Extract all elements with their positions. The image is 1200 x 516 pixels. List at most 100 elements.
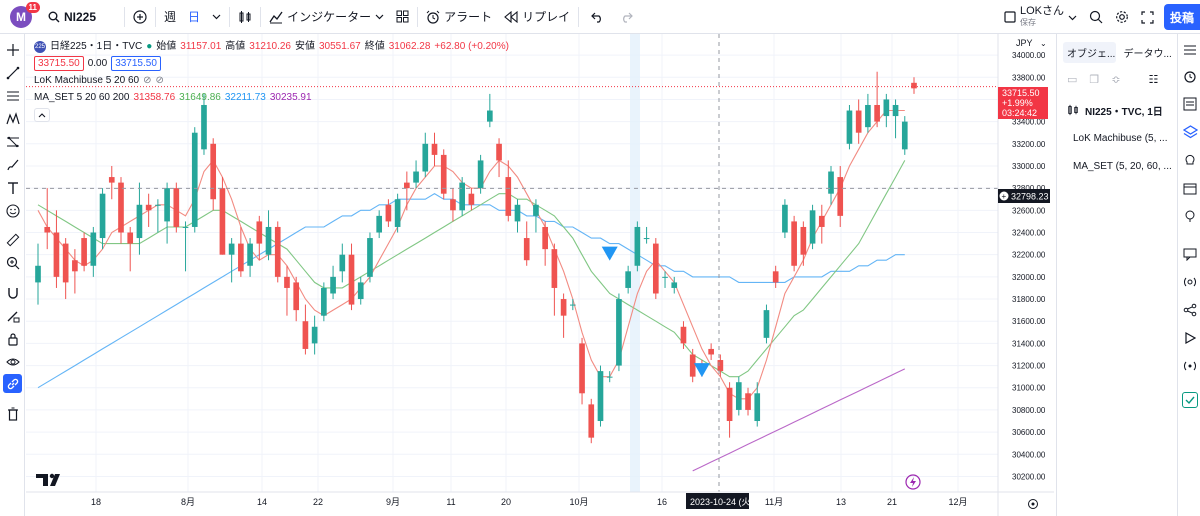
fullscreen-button[interactable] bbox=[1135, 0, 1160, 34]
tradingview-logo[interactable] bbox=[36, 473, 60, 486]
ideas-button[interactable] bbox=[1182, 152, 1198, 168]
forecast-tool[interactable] bbox=[3, 132, 22, 151]
indicator-legend-maset[interactable]: MA_SET 5 20 60 200 31358.76 31649.86 322… bbox=[34, 89, 509, 106]
interval-dropdown[interactable] bbox=[206, 0, 227, 34]
folder-icon[interactable]: ▭ bbox=[1067, 74, 1078, 86]
indicator-legend-lok[interactable]: LoK Machibuse 5 20 60 ⊘ ⊘ bbox=[34, 72, 509, 89]
chevron-down-icon[interactable]: ⌄ bbox=[1040, 39, 1047, 48]
avatar[interactable]: M 11 bbox=[10, 1, 40, 28]
interval-day-button[interactable]: 日 bbox=[182, 0, 206, 34]
magnet-tool[interactable] bbox=[3, 283, 22, 302]
chart-type-button[interactable] bbox=[232, 0, 258, 34]
candle-body bbox=[81, 238, 87, 266]
candle bbox=[782, 199, 788, 239]
price-chart[interactable]: JPY ⌄ 34000.0033800.0033600.0033400.0033… bbox=[26, 34, 1054, 516]
brush-tool[interactable] bbox=[3, 155, 22, 174]
remove-drawings-tool[interactable] bbox=[3, 404, 22, 423]
candle-body bbox=[652, 243, 659, 294]
undo-button[interactable] bbox=[581, 0, 614, 34]
candle-body bbox=[182, 226, 189, 228]
sync-drawings-tool[interactable] bbox=[3, 374, 22, 393]
candle-body bbox=[265, 226, 272, 255]
candle bbox=[90, 226, 97, 277]
candle-body bbox=[108, 177, 115, 183]
candle-body bbox=[62, 243, 69, 283]
watchlist-button[interactable] bbox=[1182, 42, 1198, 58]
emoji-tool[interactable] bbox=[3, 201, 22, 220]
text-tool[interactable] bbox=[3, 178, 22, 197]
settings-gear-axis[interactable] bbox=[1028, 499, 1038, 509]
chart-area[interactable]: 225 日経225・1日・TVC ● 始値 31157.01 高値 31210.26… bbox=[26, 34, 1054, 516]
quick-search-button[interactable] bbox=[1083, 0, 1109, 34]
crosshair-tool[interactable] bbox=[3, 40, 22, 59]
time-axis-ticks[interactable]: 18 8月 14 22 9月 11 20 10月 16 11月 13 21 12月 bbox=[91, 497, 968, 507]
alert-button[interactable]: アラート bbox=[420, 0, 498, 34]
signals-button[interactable] bbox=[1182, 358, 1198, 374]
compare-symbol-button[interactable] bbox=[127, 0, 153, 34]
interval-week-button[interactable]: 週 bbox=[158, 0, 182, 34]
candle-body bbox=[219, 188, 226, 255]
candle bbox=[901, 116, 908, 155]
tab-objects[interactable]: オブジェ... bbox=[1063, 42, 1116, 63]
layout-select[interactable]: LOKさん 保存 bbox=[998, 0, 1083, 34]
layers-icon[interactable]: ≎ bbox=[1111, 74, 1121, 86]
tv-logo-icon bbox=[36, 474, 48, 486]
candle bbox=[450, 188, 456, 222]
candle bbox=[99, 188, 106, 250]
symbol-search[interactable]: NI225 bbox=[38, 0, 102, 34]
candle-body bbox=[846, 110, 853, 144]
object-item-lok[interactable]: LoK Machibuse (5, ... bbox=[1057, 124, 1176, 152]
price-tick-label: 32000.00 bbox=[1012, 273, 1046, 282]
object-tree-button[interactable] bbox=[1182, 124, 1198, 140]
redo-button[interactable] bbox=[614, 0, 639, 34]
candle-body bbox=[809, 210, 816, 244]
pine-button[interactable] bbox=[1182, 208, 1198, 224]
object-item-maset[interactable]: MA_SET (5, 20, 60, ... bbox=[1057, 152, 1176, 180]
object-item-symbol[interactable]: NI225・TVC, 1日 bbox=[1057, 96, 1176, 124]
alerts-panel-button[interactable] bbox=[1182, 68, 1198, 84]
publish-button[interactable]: 投稿 bbox=[1163, 4, 1200, 30]
streams-button[interactable] bbox=[1182, 274, 1198, 290]
change-value: +62.80 (+0.20%) bbox=[434, 40, 509, 52]
screener-button[interactable] bbox=[1182, 302, 1198, 318]
last-price-tag: 33715.50 +1.99% 03:24:42 bbox=[998, 87, 1048, 119]
add-plus-icon[interactable] bbox=[999, 191, 1009, 201]
templates-button[interactable] bbox=[390, 0, 415, 34]
buy-price-box[interactable]: 33715.50 bbox=[111, 56, 161, 71]
hide-drawings-tool[interactable] bbox=[3, 352, 22, 371]
settings-button[interactable] bbox=[1109, 0, 1135, 34]
price-axis-ticks[interactable]: 34000.0033800.0033600.0033400.0033200.00… bbox=[1012, 51, 1046, 481]
stay-drawing-tool[interactable] bbox=[3, 306, 22, 325]
lightning-icon[interactable] bbox=[905, 474, 921, 490]
candle bbox=[865, 93, 871, 133]
fib-tool[interactable] bbox=[3, 86, 22, 105]
tab-data-window[interactable]: データウ... bbox=[1123, 49, 1172, 60]
play-icon bbox=[1185, 332, 1196, 344]
trend-line-tool[interactable] bbox=[3, 63, 22, 82]
ruler-tool[interactable] bbox=[3, 230, 22, 249]
chat-button[interactable] bbox=[1182, 246, 1198, 262]
help-button[interactable] bbox=[1182, 392, 1198, 408]
replay-button[interactable]: リプレイ bbox=[498, 0, 576, 34]
gear-icon[interactable] bbox=[1028, 499, 1038, 509]
nodes-icon bbox=[1183, 303, 1197, 317]
collapse-legend-button[interactable] bbox=[34, 108, 50, 122]
zoom-tool[interactable] bbox=[3, 253, 22, 272]
candle-body bbox=[422, 143, 429, 172]
sell-price-box[interactable]: 33715.50 bbox=[34, 56, 84, 71]
trend-line-icon bbox=[6, 66, 19, 79]
indicators-button[interactable]: インジケーター bbox=[263, 0, 390, 34]
list-settings-icon[interactable]: ☷ bbox=[1148, 74, 1159, 86]
symbol-legend[interactable]: 225 日経225・1日・TVC ● 始値 31157.01 高値 31210.26… bbox=[34, 38, 509, 55]
calendar-button[interactable] bbox=[1182, 180, 1198, 196]
play-button[interactable] bbox=[1182, 330, 1198, 346]
candle bbox=[745, 387, 751, 416]
copy-icon[interactable]: ❐ bbox=[1089, 74, 1100, 86]
currency-label[interactable]: JPY bbox=[1016, 38, 1033, 48]
user-menu[interactable]: M 11 bbox=[0, 0, 40, 34]
lock-drawings-tool[interactable] bbox=[3, 329, 22, 348]
time-tick-label: 21 bbox=[887, 497, 897, 507]
interval-week-label: 週 bbox=[164, 10, 177, 24]
pattern-tool[interactable] bbox=[3, 109, 22, 128]
data-window-button[interactable] bbox=[1182, 96, 1198, 112]
